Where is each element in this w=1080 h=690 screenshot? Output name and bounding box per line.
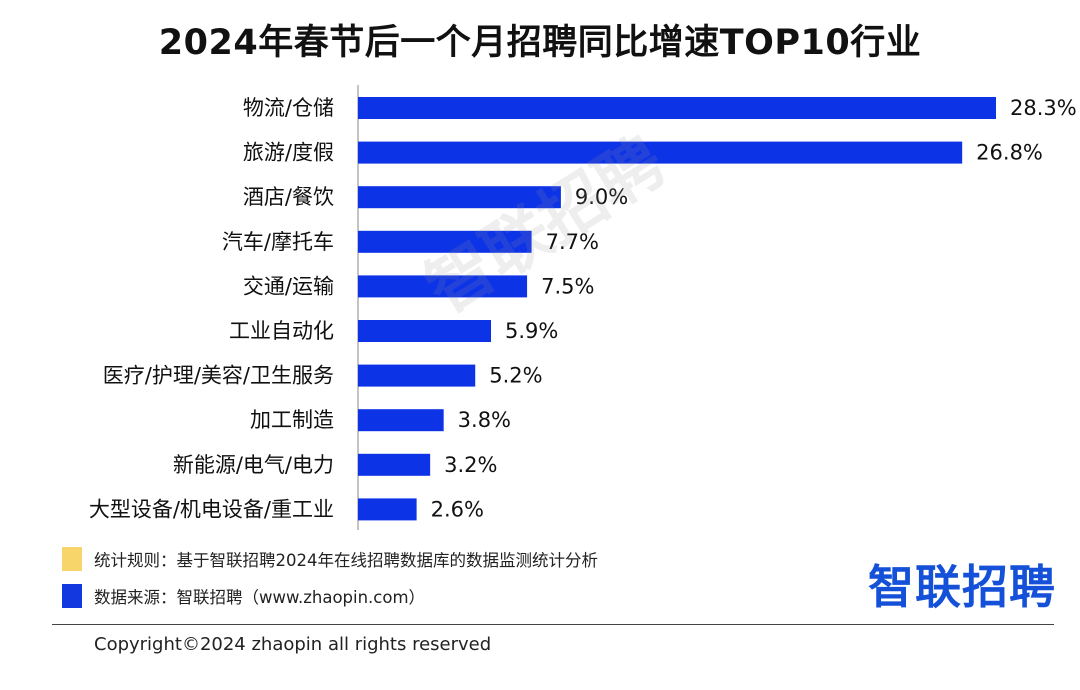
note-source-text: 数据来源：智联招聘（www.zhaopin.com）: [94, 588, 426, 607]
brand-logo: 智联招聘: [868, 560, 1056, 614]
data-label: 5.2%: [489, 364, 542, 388]
data-label: 7.7%: [546, 230, 599, 254]
data-label: 2.6%: [431, 497, 484, 521]
chart-title: 2024年春节后一个月招聘同比增速TOP10行业: [158, 23, 922, 63]
category-label: 酒店/餐饮: [243, 185, 334, 209]
note-rule: 统计规则：基于智联招聘2024年在线招聘数据库的数据监测统计分析: [62, 546, 598, 572]
data-label: 3.2%: [444, 453, 497, 477]
note-rule-text: 统计规则：基于智联招聘2024年在线招聘数据库的数据监测统计分析: [94, 551, 598, 570]
category-label: 新能源/电气/电力: [173, 453, 334, 477]
data-label: 3.8%: [458, 408, 511, 432]
category-label: 物流/仓储: [243, 96, 334, 120]
bar: [358, 453, 431, 476]
copyright: Copyright©2024 zhaopin all rights reserv…: [94, 634, 492, 655]
bar: [358, 498, 417, 521]
data-label: 7.5%: [541, 274, 594, 298]
bar: [358, 141, 963, 164]
bar: [358, 320, 492, 342]
bar-chart: 物流/仓储 28.3% 旅游/度假 26.8% 酒店/餐饮 9.0% 汽车/摩托车 7.7% 交…: [89, 85, 1077, 530]
note-source: 数据来源：智联招聘（www.zhaopin.com）: [62, 583, 425, 609]
bar: [358, 409, 444, 432]
category-label: 工业自动化: [229, 319, 334, 343]
category-label: 医疗/护理/美容/卫生服务: [103, 364, 334, 388]
category-label: 旅游/度假: [243, 141, 334, 165]
bar: [358, 230, 532, 253]
bar: [358, 275, 528, 298]
category-label: 大型设备/机电设备/重工业: [89, 497, 334, 521]
data-label: 26.8%: [976, 141, 1043, 165]
data-label: 5.9%: [505, 319, 558, 343]
bar: [358, 364, 476, 387]
yellow-swatch-icon: [62, 547, 82, 571]
category-label: 交通/运输: [243, 274, 334, 298]
category-label: 汽车/摩托车: [222, 230, 334, 254]
data-label: 9.0%: [575, 185, 628, 209]
data-label: 28.3%: [1010, 96, 1077, 120]
bar: [358, 186, 561, 209]
divider: [52, 624, 1054, 625]
blue-swatch-icon: [62, 584, 82, 608]
category-label: 加工制造: [250, 408, 334, 432]
bar: [358, 97, 996, 119]
